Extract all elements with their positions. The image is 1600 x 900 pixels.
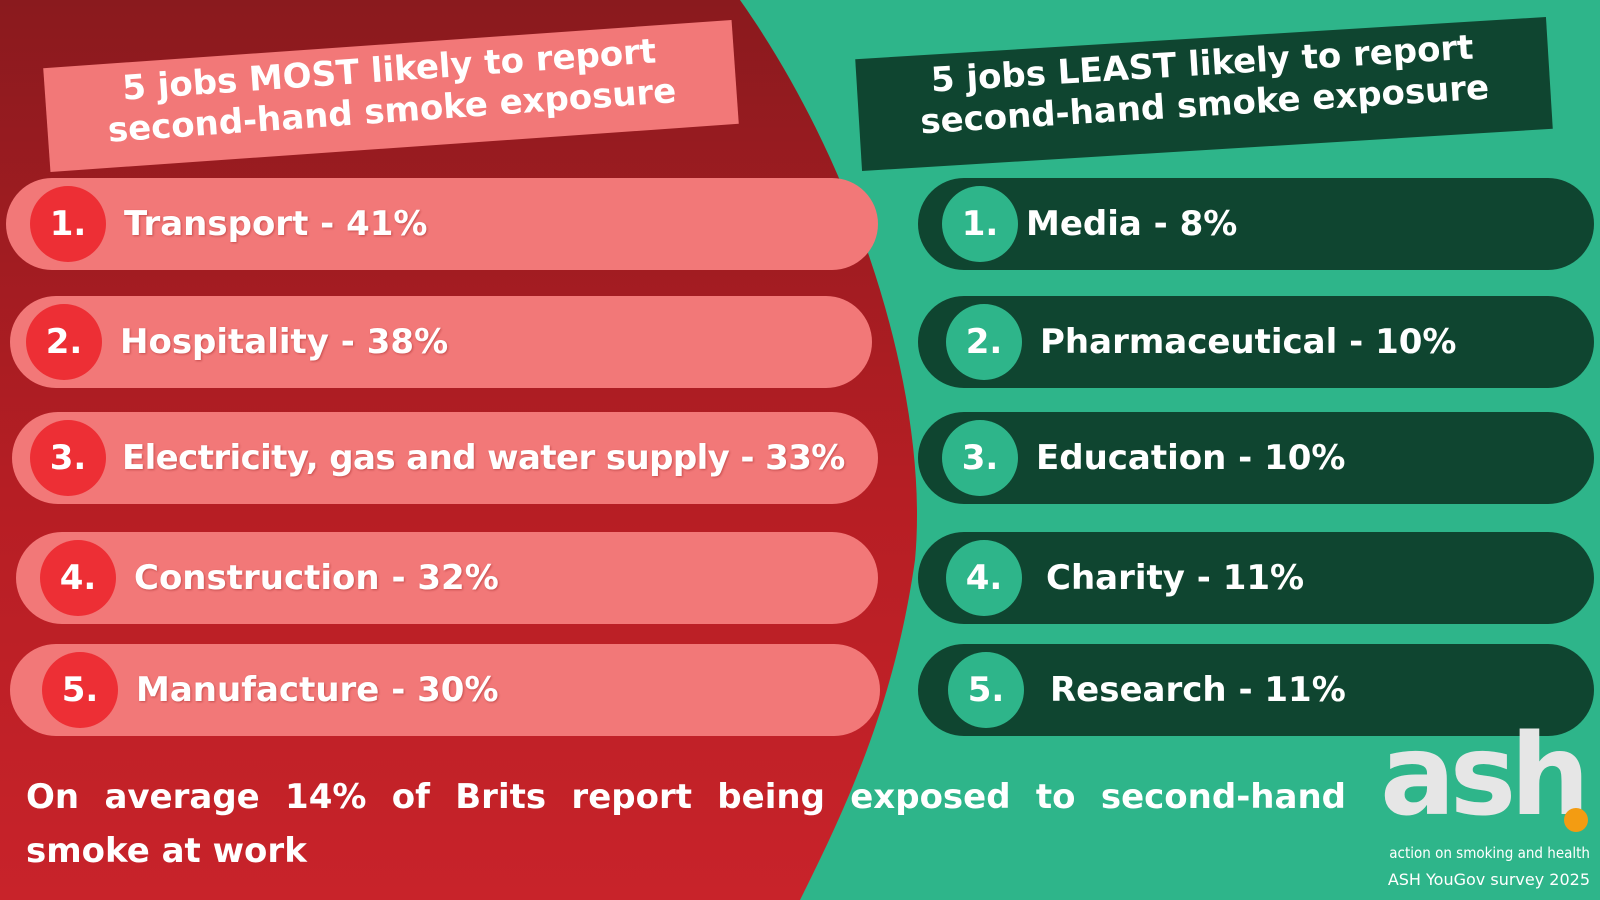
rank-badge: 2. xyxy=(26,304,102,380)
ash-logo: ash xyxy=(1380,711,1590,841)
rank-badge: 3. xyxy=(942,420,1018,496)
most-item-1: 1. Transport - 41% xyxy=(6,178,878,270)
most-item-label: Hospitality - 38% xyxy=(120,322,449,362)
most-item-label: Construction - 32% xyxy=(134,558,499,598)
least-item-2: 2. Pharmaceutical - 10% xyxy=(918,296,1594,388)
least-item-5: 5. Research - 11% xyxy=(918,644,1594,736)
least-item-1: 1. Media - 8% xyxy=(918,178,1594,270)
rank-badge: 5. xyxy=(948,652,1024,728)
rank-badge: 1. xyxy=(30,186,106,262)
least-item-3: 3. Education - 10% xyxy=(918,412,1594,504)
least-item-label: Pharmaceutical - 10% xyxy=(1040,322,1457,362)
least-item-label: Charity - 11% xyxy=(1046,558,1305,598)
most-item-label: Manufacture - 30% xyxy=(136,670,499,710)
most-item-label: Electricity, gas and water supply - 33% xyxy=(122,438,845,478)
rank-badge: 4. xyxy=(946,540,1022,616)
rank-badge: 5. xyxy=(42,652,118,728)
rank-badge: 3. xyxy=(30,420,106,496)
most-item-3: 3. Electricity, gas and water supply - 3… xyxy=(12,412,878,504)
logo-tagline: action on smoking and health xyxy=(1389,844,1590,862)
most-item-2: 2. Hospitality - 38% xyxy=(10,296,872,388)
logo-dot xyxy=(1564,808,1588,832)
most-item-4: 4. Construction - 32% xyxy=(16,532,878,624)
rank-badge: 1. xyxy=(942,186,1018,262)
average-exposure-note: On average 14% of Brits report being exp… xyxy=(26,777,1346,871)
most-item-label: Transport - 41% xyxy=(124,204,428,244)
least-item-4: 4. Charity - 11% xyxy=(918,532,1594,624)
rank-badge: 4. xyxy=(40,540,116,616)
least-item-label: Research - 11% xyxy=(1050,670,1346,710)
rank-badge: 2. xyxy=(946,304,1022,380)
least-item-label: Media - 8% xyxy=(1026,204,1238,244)
least-item-label: Education - 10% xyxy=(1036,438,1346,478)
source-note: ASH YouGov survey 2025 xyxy=(1387,870,1590,889)
most-item-5: 5. Manufacture - 30% xyxy=(10,644,880,736)
